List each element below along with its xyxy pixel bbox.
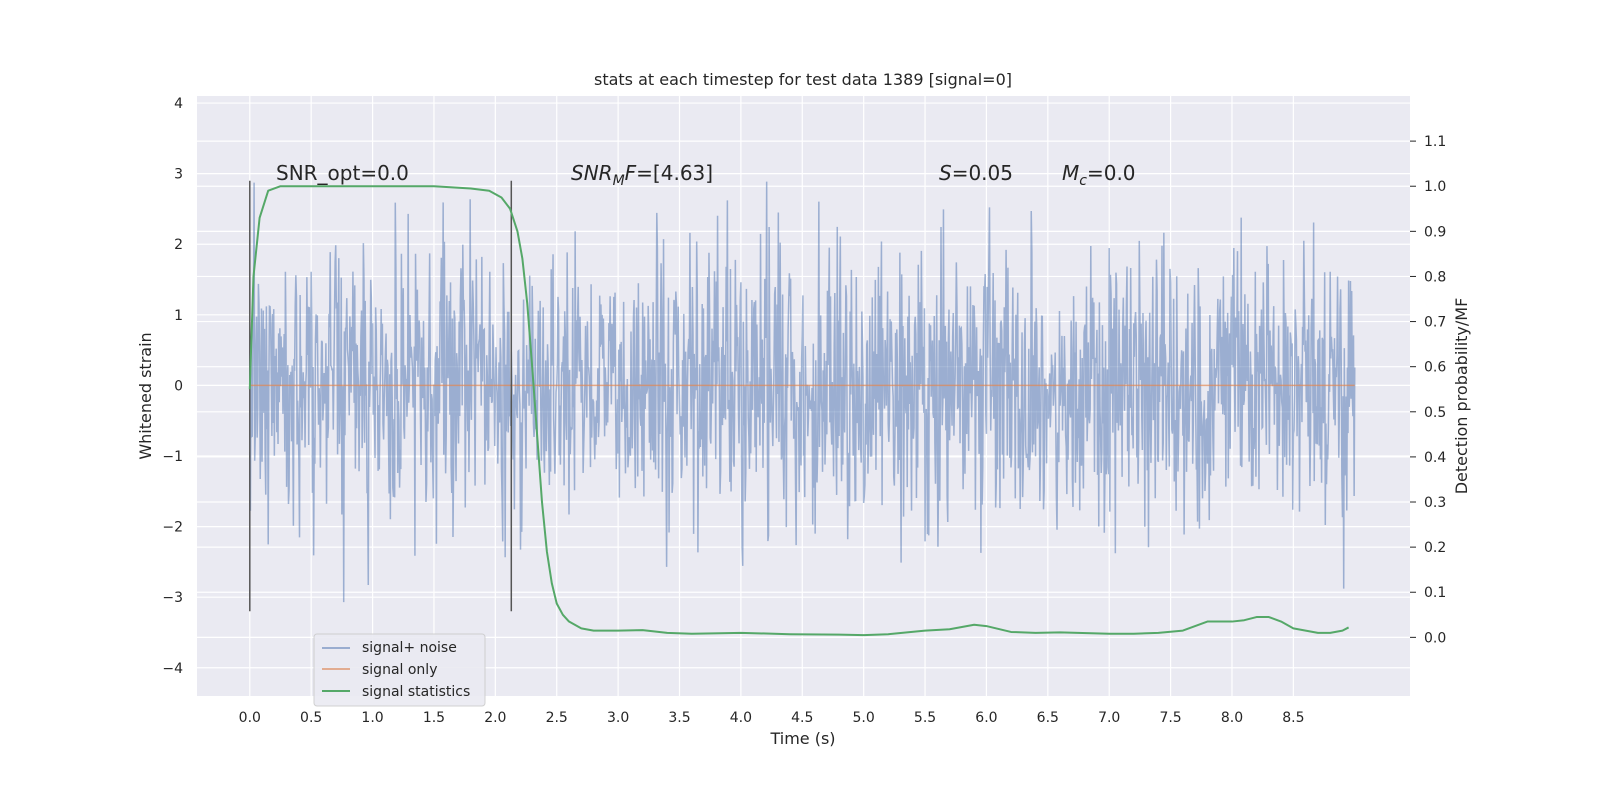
y2-tick-label: 0.0 bbox=[1424, 630, 1446, 646]
x-tick-label: 3.5 bbox=[668, 710, 690, 726]
y2-tick-label: 0.9 bbox=[1424, 224, 1446, 240]
chart-title: stats at each timestep for test data 138… bbox=[594, 70, 1012, 89]
y-tick-label: 3 bbox=[174, 167, 183, 183]
legend-label-statistics: signal statistics bbox=[362, 684, 470, 700]
annotation-s: S=0.05 bbox=[939, 161, 1013, 185]
legend: signal+ noise signal only signal statist… bbox=[313, 633, 486, 707]
signal-noise-line bbox=[249, 181, 1356, 603]
y-tick-label: 1 bbox=[174, 308, 183, 324]
annotation-snr-opt: SNR_opt=0.0 bbox=[276, 161, 409, 185]
legend-label-noise: signal+ noise bbox=[362, 640, 457, 656]
y-tick-label: 2 bbox=[174, 237, 183, 253]
y2-tick-label: 0.8 bbox=[1424, 269, 1446, 285]
x-tick-label: 4.5 bbox=[791, 710, 813, 726]
legend-label-signal-only: signal only bbox=[362, 662, 437, 678]
x-tick-label: 8.0 bbox=[1221, 710, 1243, 726]
y2-tick-label: 0.7 bbox=[1424, 315, 1446, 331]
x-tick-label: 5.0 bbox=[853, 710, 875, 726]
y2-tick-label: 0.6 bbox=[1424, 360, 1446, 376]
x-tick-label: 8.5 bbox=[1282, 710, 1304, 726]
y-tick-label: −2 bbox=[162, 520, 183, 536]
x-tick-label: 1.0 bbox=[361, 710, 383, 726]
y-tick-labels: −4 −3 −2 −1 0 1 2 3 4 bbox=[162, 96, 183, 677]
legend-box bbox=[313, 633, 486, 707]
signal-statistics-line bbox=[248, 185, 1350, 637]
y-tick-label: −1 bbox=[162, 449, 183, 465]
x-tick-label: 6.5 bbox=[1037, 710, 1059, 726]
x-tick-label: 7.5 bbox=[1159, 710, 1181, 726]
y2-tick-label: 1.1 bbox=[1424, 134, 1446, 150]
y2-tick-label: 0.1 bbox=[1424, 585, 1446, 601]
x-tick-label: 5.5 bbox=[914, 710, 936, 726]
y2-tick-label: 1.0 bbox=[1424, 179, 1446, 195]
x-tick-label: 3.0 bbox=[607, 710, 629, 726]
x-tick-label: 2.0 bbox=[484, 710, 506, 726]
y2-tick-label: 0.5 bbox=[1424, 405, 1446, 421]
y-tick-label: −3 bbox=[162, 590, 183, 606]
x-tick-label: 0.0 bbox=[239, 710, 261, 726]
y-axis-label: Whitened strain bbox=[136, 332, 155, 459]
y2-axis-label: Detection probability/MF bbox=[1452, 298, 1471, 495]
signal-statistics-series bbox=[248, 185, 1350, 637]
marker-vlines bbox=[249, 180, 513, 612]
x-tick-label: 1.5 bbox=[423, 710, 445, 726]
y-tick-label: 4 bbox=[174, 96, 183, 112]
signal-noise-series bbox=[249, 181, 1356, 603]
x-axis-label: Time (s) bbox=[769, 729, 835, 748]
x-tick-labels: 0.0 0.5 1.0 1.5 2.0 2.5 3.0 3.5 4.0 4.5 5.0 5.5 6.0 6… bbox=[239, 710, 1305, 726]
y2-tick-labels: 0.0 0.1 0.2 0.3 0.4 0.5 0.6 0.7 0.8 0.9 1.0 1.1 bbox=[1410, 134, 1446, 646]
x-tick-label: 2.5 bbox=[546, 710, 568, 726]
annotation-snr-mf: SNRMF=[4.63] bbox=[571, 161, 713, 189]
x-tick-label: 6.0 bbox=[975, 710, 997, 726]
annotation-mc: Mc=0.0 bbox=[1062, 161, 1136, 189]
y2-tick-label: 0.3 bbox=[1424, 495, 1446, 511]
y-tick-label: 0 bbox=[174, 378, 183, 394]
x-tick-label: 7.0 bbox=[1098, 710, 1120, 726]
x-tick-label: 0.5 bbox=[300, 710, 322, 726]
y2-tick-label: 0.4 bbox=[1424, 450, 1446, 466]
x-tick-label: 4.0 bbox=[730, 710, 752, 726]
y2-tick-label: 0.2 bbox=[1424, 540, 1446, 556]
y-tick-label: −4 bbox=[162, 661, 183, 677]
